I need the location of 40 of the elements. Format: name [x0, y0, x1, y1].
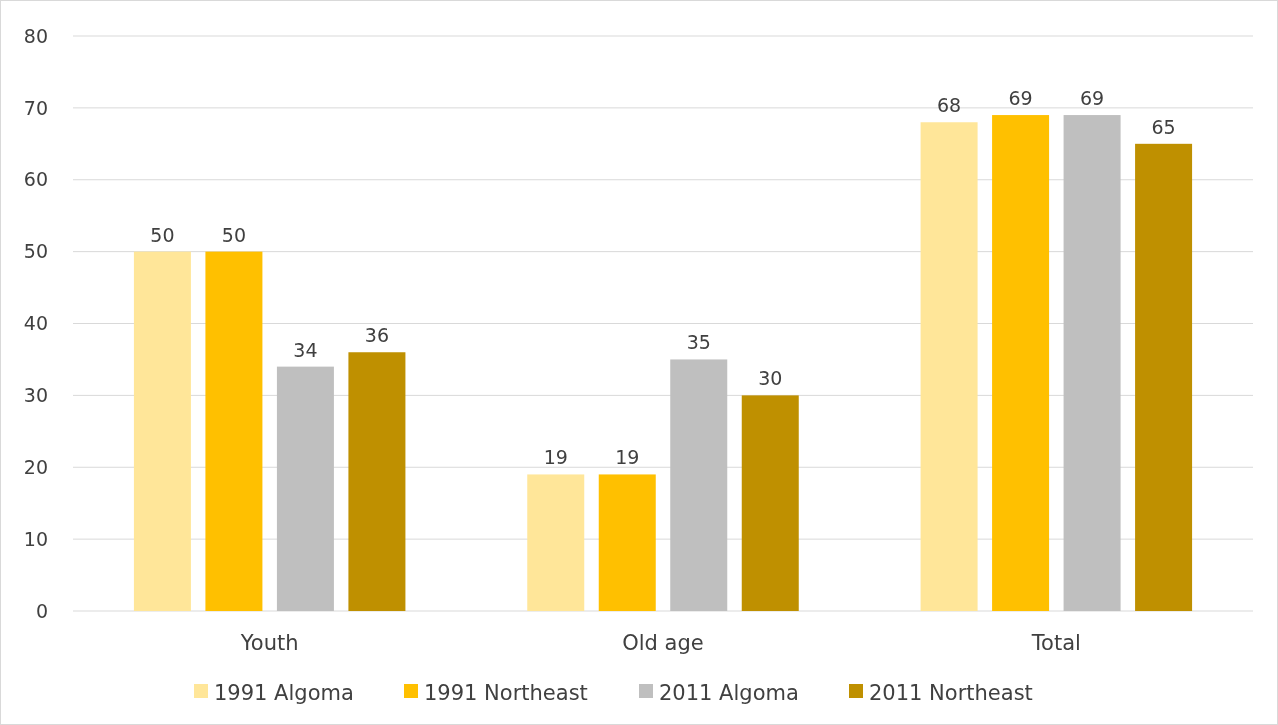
bar	[741, 395, 799, 611]
legend-label: 1991 Algoma	[214, 681, 354, 706]
x-tick-label: Youth	[239, 631, 299, 655]
data-label: 50	[150, 223, 175, 246]
y-tick-label: 10	[23, 527, 48, 550]
bar	[133, 251, 191, 611]
bar	[205, 251, 263, 611]
data-label: 30	[758, 367, 783, 390]
x-tick-label: Old age	[622, 631, 704, 655]
bar	[1063, 115, 1121, 611]
y-tick-label: 60	[23, 168, 48, 191]
data-label: 68	[936, 94, 962, 117]
x-tick-label: Total	[1030, 631, 1081, 655]
bar	[276, 366, 334, 611]
data-label: 50	[221, 223, 247, 246]
bar	[527, 474, 585, 611]
y-tick-label: 50	[23, 240, 48, 263]
y-tick-label: 80	[23, 24, 48, 47]
legend-label: 2011 Northeast	[869, 681, 1033, 706]
data-label: 19	[543, 446, 568, 469]
legend-label: 2011 Algoma	[659, 681, 799, 706]
y-tick-label: 30	[23, 384, 48, 407]
bar	[670, 359, 728, 611]
bar	[992, 115, 1050, 611]
data-label: 65	[1151, 115, 1176, 138]
y-tick-label: 20	[23, 455, 48, 478]
y-tick-label: 0	[35, 599, 48, 622]
bar	[598, 474, 656, 611]
data-label: 36	[364, 324, 390, 347]
bar	[920, 122, 978, 611]
data-label: 19	[615, 446, 640, 469]
data-label: 34	[293, 338, 318, 361]
data-label: 69	[1008, 87, 1033, 110]
y-tick-label: 70	[23, 96, 48, 119]
bar	[1135, 143, 1193, 611]
bar	[348, 352, 406, 611]
data-label: 69	[1079, 87, 1105, 110]
data-label: 35	[686, 331, 711, 354]
y-tick-label: 40	[23, 312, 48, 335]
legend-label: 1991 Northeast	[424, 681, 588, 706]
